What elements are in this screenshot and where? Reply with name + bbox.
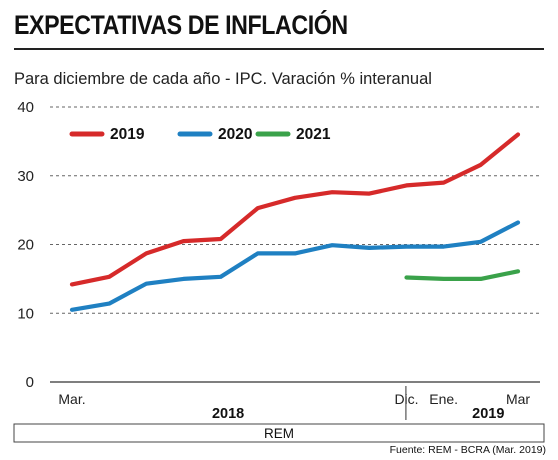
legend-label-2021: 2021: [296, 126, 331, 143]
y-tick-label: 30: [17, 168, 34, 185]
y-tick-label: 20: [17, 237, 34, 254]
footer-band: REM: [13, 423, 545, 443]
title-underline: [14, 48, 544, 50]
rem-band-label: REM: [264, 426, 294, 441]
y-tick-label: 40: [17, 99, 34, 116]
rem-band: [13, 423, 545, 443]
y-tick-label: 10: [17, 305, 34, 322]
x-tick-label: Mar.: [58, 391, 85, 407]
legend-label-2019: 2019: [110, 126, 145, 143]
y-tick-label: 0: [26, 374, 34, 391]
source-note: Fuente: REM - BCRA (Mar. 2019): [389, 444, 546, 456]
x-tick-label: Mar: [506, 391, 530, 407]
chart-title: EXPECTATIVAS DE INFLACIÓN: [14, 10, 348, 40]
series-line-2021: [404, 269, 521, 281]
series-line-2020: [69, 220, 521, 312]
legend: 2019 2020 2021: [69, 126, 331, 143]
series-line-2019: [69, 132, 521, 287]
x-tick-label: Dic.: [394, 391, 418, 407]
year-label: 2019: [472, 406, 504, 422]
axes: 0 10 20 30 40 Mar. Dic. Ene. Mar 2018 2019: [17, 99, 540, 422]
series-lines: [69, 132, 521, 312]
year-label: 2018: [212, 406, 244, 422]
x-tick-label: Ene.: [429, 391, 458, 407]
legend-label-2020: 2020: [218, 126, 252, 143]
chart-subtitle: Para diciembre de cada año - IPC. Varaci…: [14, 70, 432, 88]
